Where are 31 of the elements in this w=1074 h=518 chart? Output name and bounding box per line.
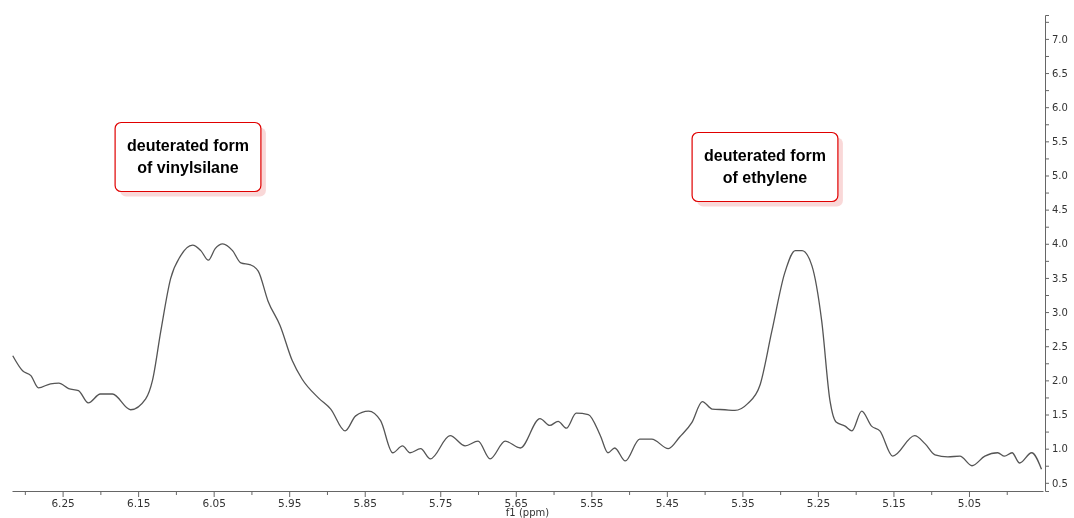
x-tick-label: 5.25: [806, 497, 831, 510]
x-tick-label: 5.95: [278, 497, 302, 510]
x-tick-label: 6.25: [51, 497, 75, 510]
y-tick-label: 6.0: [1052, 101, 1068, 113]
y-tick-label: 1.0: [1052, 443, 1068, 455]
x-tick-label: 5.55: [580, 497, 604, 510]
annotation: deuterated form of ethylene: [704, 147, 826, 186]
y-tick-label: 5.5: [1052, 136, 1068, 148]
y-tick-label: 0.5: [1052, 477, 1068, 489]
y-tick-label: 2.5: [1052, 340, 1068, 352]
x-tick-label: 6.15: [126, 497, 151, 510]
x-tick-label: 5.15: [882, 497, 906, 510]
y-tick-label: 5.0: [1052, 170, 1068, 182]
x-tick-label: 5.85: [353, 497, 377, 510]
line-series: [12, 243, 1043, 470]
y-tick-label: 6.5: [1052, 67, 1068, 79]
x-tick-label: 5.35: [731, 497, 755, 510]
x-axis-title: f1 (ppm): [505, 507, 550, 518]
x-tick-label: 5.05: [957, 497, 982, 510]
y-tick-label: 1.5: [1052, 409, 1068, 421]
annotation: deuterated form of vinylsilane: [127, 137, 249, 176]
y-tick-label: 3.0: [1052, 306, 1068, 318]
y-tick-label: 2.0: [1052, 375, 1068, 387]
y-tick-label: 4.0: [1052, 238, 1068, 250]
y-tick-label: 7.0: [1052, 33, 1068, 45]
x-tick-label: 5.75: [429, 497, 453, 510]
x-tick-label: 6.05: [202, 497, 226, 510]
x-tick-label: 5.45: [655, 497, 680, 510]
y-tick-label: 3.5: [1052, 272, 1068, 284]
y-tick-label: 4.5: [1052, 204, 1068, 216]
x-tick-label: 5.65: [504, 497, 528, 510]
